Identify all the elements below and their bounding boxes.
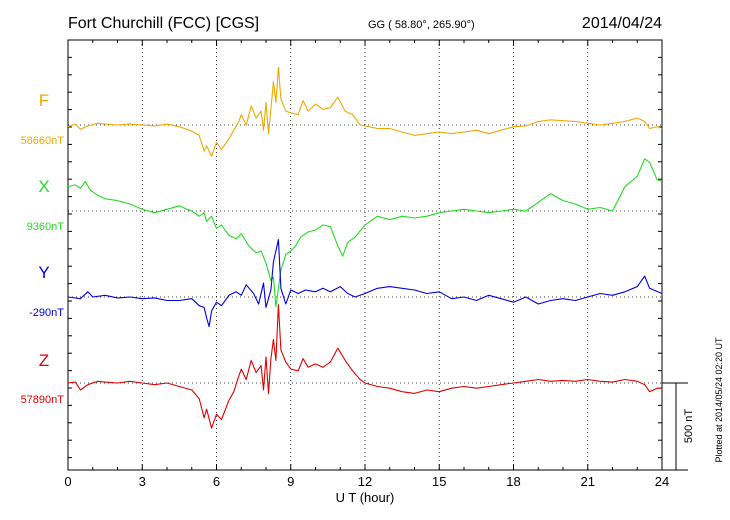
baseline-value-z: 57890nT [21,394,65,406]
series-name-x: X [38,177,49,196]
trace-f [67,67,663,157]
scale-bar: 500 nT [662,382,695,471]
x-tick-label: 3 [139,474,146,489]
x-tick-label: 9 [287,474,294,489]
series-name-y: Y [38,263,49,282]
x-tick-label: 15 [432,474,446,489]
series-name-z: Z [39,351,49,370]
baseline-value-y: -290nT [29,307,64,319]
x-tick-label: 21 [581,474,595,489]
trace-y [67,239,663,328]
x-axis-label: U T (hour) [336,490,395,505]
baseline-value-x: 9360nT [27,221,65,233]
series-name-f: F [39,91,49,110]
series-traces [67,67,663,429]
x-tick-label: 6 [213,474,220,489]
x-tick-label: 12 [358,474,372,489]
plot-timestamp: Plotted at 2014/05/24 02:20 UT [714,337,724,463]
series-labels: F 58660nT X 9360nT Y -290nT Z 57890nT [21,91,65,406]
axis-ticks [67,39,663,470]
grid-lines [141,40,589,470]
station-coordinates: GG ( 58.80°, 265.90°) [368,19,475,31]
baseline-value-f: 58660nT [21,135,65,147]
x-tick-label: 18 [506,474,520,489]
x-tick-label: 0 [64,474,71,489]
x-tick-label: 24 [655,474,669,489]
scale-bar-label: 500 nT [683,409,695,444]
x-tick-labels: 0 3 6 9 12 15 18 21 24 [64,474,669,489]
station-title: Fort Churchill (FCC) [CGS] [68,15,259,32]
trace-x [67,158,663,308]
date-label: 2014/04/24 [582,15,662,32]
trace-z [67,304,662,429]
